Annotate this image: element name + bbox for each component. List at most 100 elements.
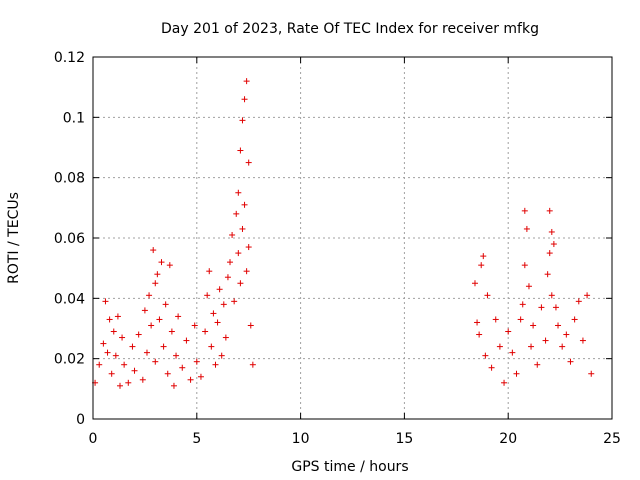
data-point (154, 271, 161, 278)
data-point (110, 328, 117, 335)
data-point (164, 370, 171, 377)
data-point (249, 361, 256, 368)
data-point (183, 337, 190, 344)
data-point (139, 376, 146, 383)
points-layer (92, 78, 595, 389)
data-point (571, 316, 578, 323)
data-point (233, 210, 240, 217)
data-point (208, 343, 215, 350)
data-point (206, 268, 213, 275)
data-point (156, 316, 163, 323)
data-point (173, 352, 180, 359)
data-point (158, 259, 165, 266)
data-point (121, 361, 128, 368)
data-point (476, 331, 483, 338)
chart-title: Day 201 of 2023, Rate Of TEC Index for r… (161, 21, 539, 37)
data-point (204, 292, 211, 299)
y-tick-label: 0.02 (54, 352, 85, 368)
data-point (114, 313, 121, 320)
data-point (102, 298, 109, 305)
data-point (162, 301, 169, 308)
data-point (104, 349, 111, 356)
data-point (474, 319, 481, 326)
data-point (116, 382, 123, 389)
data-point (135, 331, 142, 338)
data-point (160, 343, 167, 350)
data-point (239, 117, 246, 124)
data-point (542, 337, 549, 344)
y-tick-label: 0.08 (54, 171, 85, 187)
data-point (210, 310, 217, 317)
data-point (548, 292, 555, 299)
data-point (501, 379, 508, 386)
data-point (480, 253, 487, 260)
data-point (150, 247, 157, 254)
data-point (555, 322, 562, 329)
data-point (241, 201, 248, 208)
x-tick-label: 20 (499, 431, 517, 447)
data-point (112, 352, 119, 359)
data-point (170, 382, 177, 389)
data-point (579, 337, 586, 344)
data-point (108, 370, 115, 377)
data-point (100, 340, 107, 347)
data-point (247, 322, 254, 329)
data-point (488, 364, 495, 371)
data-point (239, 225, 246, 232)
data-point (567, 358, 574, 365)
data-point (552, 304, 559, 311)
data-point (245, 244, 252, 251)
data-point (492, 316, 499, 323)
data-point (119, 334, 126, 341)
data-point (563, 331, 570, 338)
ticks-layer: 0 5 10 15 20 25 0 0.02 0.04 0.06 0.08 0.1 0.12 (54, 50, 621, 447)
y-axis-title: ROTI / TECUs (6, 192, 22, 284)
data-point (216, 286, 223, 293)
data-point (168, 328, 175, 335)
data-point (534, 361, 541, 368)
data-point (241, 96, 248, 103)
data-point (530, 322, 537, 329)
data-point (548, 228, 555, 235)
data-point (235, 189, 242, 196)
grid-layer (93, 57, 612, 419)
data-point (202, 328, 209, 335)
data-point (525, 283, 532, 290)
x-axis-title: GPS time / hours (291, 459, 408, 475)
data-point (471, 280, 478, 287)
data-point (550, 241, 557, 248)
data-point (496, 343, 503, 350)
data-point (546, 250, 553, 257)
data-point (125, 379, 132, 386)
data-point (129, 343, 136, 350)
data-point (513, 370, 520, 377)
data-point (152, 358, 159, 365)
data-point (519, 301, 526, 308)
data-point (237, 147, 244, 154)
data-point (146, 292, 153, 299)
data-point (187, 376, 194, 383)
data-point (575, 298, 582, 305)
data-point (193, 358, 200, 365)
x-tick-label: 10 (292, 431, 310, 447)
y-tick-label: 0 (76, 412, 85, 428)
data-point (243, 78, 250, 85)
data-point (131, 367, 138, 374)
data-point (544, 271, 551, 278)
data-point (584, 292, 591, 299)
data-point (214, 319, 221, 326)
data-point (175, 313, 182, 320)
data-point (482, 352, 489, 359)
data-point (245, 159, 252, 166)
data-point (521, 262, 528, 269)
data-point (197, 373, 204, 380)
data-point (148, 322, 155, 329)
data-point (218, 352, 225, 359)
data-point (231, 298, 238, 305)
x-tick-label: 25 (603, 431, 621, 447)
x-tick-label: 15 (395, 431, 413, 447)
data-point (191, 322, 198, 329)
data-point (517, 316, 524, 323)
data-point (505, 328, 512, 335)
data-point (220, 301, 227, 308)
